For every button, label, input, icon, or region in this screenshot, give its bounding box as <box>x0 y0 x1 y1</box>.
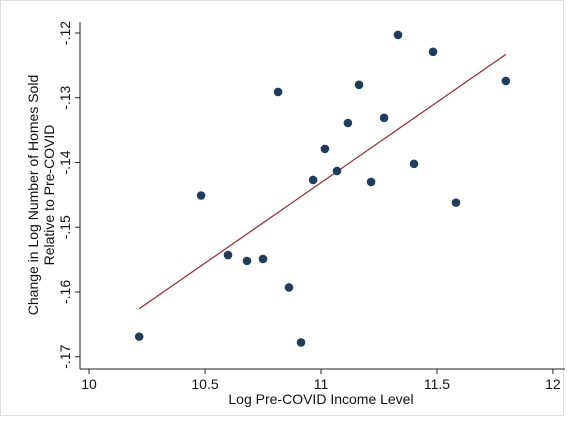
scatter-point <box>409 159 419 169</box>
y-tick-label: -.16 <box>57 280 73 304</box>
scatter-point <box>296 338 306 347</box>
scatter-point <box>284 283 294 292</box>
y-axis-label: Change in Log Number of Homes Sold <box>25 75 41 315</box>
y-axis-label: Relative to Pre-COVID <box>41 125 57 266</box>
frame <box>0 0 564 416</box>
scatter-point <box>258 254 268 264</box>
y-tick-label: -.15 <box>57 215 73 239</box>
scatter-point <box>320 144 330 154</box>
fit-line <box>138 53 507 310</box>
x-tick-label: 11.5 <box>424 376 450 392</box>
scatter-point <box>354 80 364 90</box>
scatter-point <box>379 113 389 123</box>
scatter-point <box>196 191 206 200</box>
scatter-point <box>242 256 252 266</box>
y-tick-label: -.17 <box>57 344 73 368</box>
scatter-point <box>428 47 438 57</box>
y-tick-label: -.12 <box>57 21 73 45</box>
x-tick-label: 11 <box>314 376 329 392</box>
scatter-point <box>501 76 511 86</box>
scatter-point <box>332 166 342 176</box>
scatter-point <box>308 175 318 185</box>
scatter-point <box>343 118 353 128</box>
scatter-point <box>223 250 233 260</box>
scatter-point <box>393 30 403 40</box>
y-tick-label: -.13 <box>57 85 73 109</box>
x-axis-label: Log Pre-COVID Income Level <box>228 391 413 407</box>
x-tick-label: 12 <box>545 376 561 392</box>
x-tick-label: 10.5 <box>191 376 218 392</box>
scatter-point <box>273 87 283 97</box>
y-tick-label: -.14 <box>57 150 73 174</box>
x-tick-label: 10 <box>81 376 97 392</box>
scatter-point <box>134 332 144 341</box>
scatter-point <box>451 198 461 207</box>
scatter-point <box>366 177 376 187</box>
